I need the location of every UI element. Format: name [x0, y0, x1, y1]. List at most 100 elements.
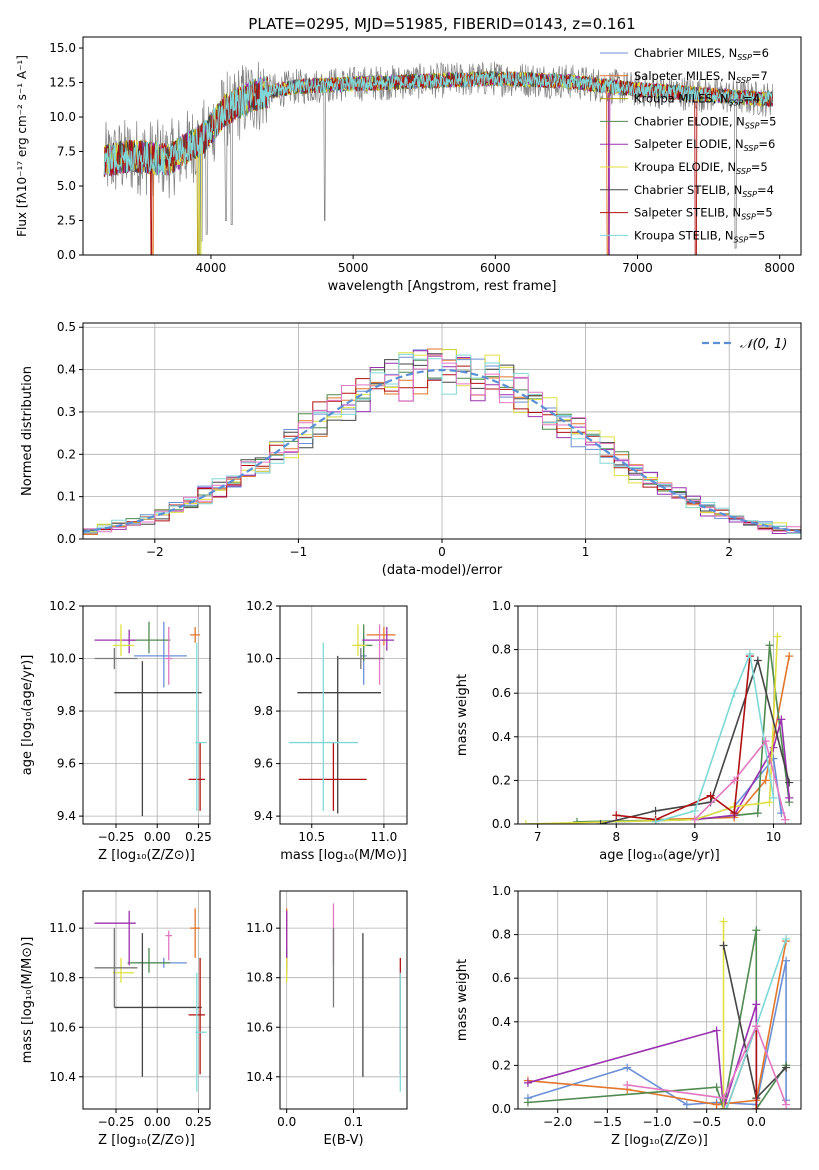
y-axis-label: Normed distribution	[20, 366, 35, 496]
y-tick-label: 10.0	[49, 110, 76, 124]
mass-weight-marker	[623, 1063, 632, 1072]
mass-weight-line	[576, 645, 790, 823]
x-tick-label: 5000	[338, 261, 369, 275]
mass-weight-marker	[623, 1081, 632, 1090]
error-bar-point	[114, 933, 202, 1077]
error-bar-point	[190, 908, 201, 958]
x-tick-label: 7	[534, 830, 542, 844]
mass-weight-marker	[769, 754, 778, 763]
mass-weight-marker	[782, 934, 791, 943]
y-tick-label: 0.5	[57, 320, 76, 334]
legend-label: Kroupa ELODIE, NSSP=5	[634, 160, 768, 176]
mass-weight-marker	[769, 743, 778, 752]
y-tick-label: 10.4	[246, 1070, 273, 1084]
mass-weight-marker	[773, 632, 782, 641]
error-bar-point	[352, 624, 367, 656]
error-bar-point	[365, 624, 383, 685]
mass-weight-marker	[785, 652, 794, 661]
error-bar-point	[94, 910, 136, 966]
y-tick-label: 9.8	[57, 704, 76, 718]
gaussian-curve	[82, 368, 802, 533]
error-bar-point	[362, 627, 395, 651]
y-tick-label: 10.4	[49, 1070, 76, 1084]
y-tick-label: 0.3	[57, 405, 76, 419]
legend-label: Chabrier ELODIE, NSSP=5	[634, 114, 776, 130]
mass-weight-marker	[753, 656, 762, 665]
axes-frame-4	[517, 605, 802, 825]
x-tick-label: 1	[582, 545, 590, 559]
error-bar-point	[94, 629, 136, 654]
y-tick-label: 0.6	[492, 686, 511, 700]
x-tick-label: 0.25	[185, 1115, 212, 1129]
mass-weight-marker	[712, 1083, 721, 1092]
x-tick-label: −0.5	[692, 1115, 721, 1129]
axes-frame-2	[82, 605, 211, 825]
y-tick-label: 0.6	[492, 971, 511, 985]
error-bar-point	[112, 957, 135, 983]
x-tick-label: 8000	[764, 261, 795, 275]
axes-frame-6	[279, 890, 408, 1110]
error-bar-point	[165, 930, 173, 961]
legend-label: Kroupa MILES, NSSP=4	[634, 92, 760, 108]
x-axis-label: Z [log₁₀(Z/Z⊙)]	[611, 1133, 708, 1148]
legend-label: Kroupa STELIB, NSSP=5	[634, 228, 765, 244]
y-tick-label: 10.6	[49, 1020, 76, 1034]
y-tick-label: 0.4	[492, 1015, 511, 1029]
mass-weight-marker	[523, 1078, 532, 1087]
mass-weight-line	[627, 1024, 787, 1105]
legend-label: Salpeter MILES, NSSP=7	[634, 69, 768, 85]
mass-weight-marker	[782, 1063, 791, 1072]
error-bar-point	[165, 627, 173, 685]
error-bar-point	[94, 648, 138, 670]
mass-weight-marker	[761, 776, 770, 785]
mass-weight-marker	[682, 1100, 691, 1109]
y-tick-label: 10.8	[49, 971, 76, 985]
x-tick-label: 0.25	[185, 830, 212, 844]
mass-weight-marker	[722, 1105, 731, 1109]
x-tick-label: −0.25	[98, 1115, 135, 1129]
x-tick-label: 0	[438, 545, 446, 559]
y-tick-label: 15.0	[49, 41, 76, 55]
y-tick-label: 10.8	[246, 971, 273, 985]
mass-weight-marker	[719, 941, 728, 950]
mass-weight-marker	[752, 1000, 761, 1009]
mass-weight-marker	[730, 809, 739, 818]
x-tick-label: 11.0	[371, 830, 398, 844]
y-tick-label: 9.4	[57, 809, 76, 823]
mass-weight-marker	[781, 815, 790, 824]
y-tick-label: 0.8	[492, 643, 511, 657]
legend-label: Salpeter STELIB, NSSP=5	[634, 206, 773, 222]
mass-weight-marker	[719, 917, 728, 926]
mass-weight-line	[616, 656, 751, 821]
legend-label: Chabrier STELIB, NSSP=4	[634, 183, 774, 199]
x-tick-label: 0.00	[144, 1115, 171, 1129]
mass-weight-marker	[521, 820, 530, 824]
x-tick-label: −2	[146, 545, 164, 559]
axes-frame-5	[82, 890, 211, 1110]
error-bar-point	[297, 655, 382, 814]
mass-weight-marker	[651, 806, 660, 815]
x-tick-label: 9	[691, 830, 699, 844]
error-bar-point	[94, 928, 138, 1008]
x-axis-label: Z [log₁₀(Z/Z⊙)]	[98, 1133, 195, 1148]
mass-weight-marker	[752, 1022, 761, 1031]
mass-weight-marker	[719, 1094, 728, 1103]
axes-frame-7	[517, 890, 802, 1110]
mass-weight-marker	[785, 793, 794, 802]
legend-label: Salpeter ELODIE, NSSP=6	[634, 137, 775, 153]
mass-weight-marker	[596, 820, 605, 824]
y-tick-label: 2.5	[57, 214, 76, 228]
mass-weight-marker	[785, 778, 794, 787]
error-bar-point	[112, 624, 135, 656]
mass-weight-marker	[730, 689, 739, 698]
x-tick-label: 2	[725, 545, 733, 559]
legend-label: Chabrier MILES, NSSP=6	[634, 46, 769, 62]
x-axis-label: Z [log₁₀(Z/Z⊙)]	[98, 848, 195, 863]
mass-weight-marker	[753, 809, 762, 818]
y-tick-label: 0.0	[492, 817, 511, 831]
mass-weight-marker	[745, 649, 754, 658]
mass-weight-line	[694, 739, 787, 821]
x-tick-label: 0.0	[747, 1115, 766, 1129]
chart-title: PLATE=0295, MJD=51985, FIBERID=0143, z=0…	[248, 15, 635, 33]
y-tick-label: 0.1	[57, 490, 76, 504]
